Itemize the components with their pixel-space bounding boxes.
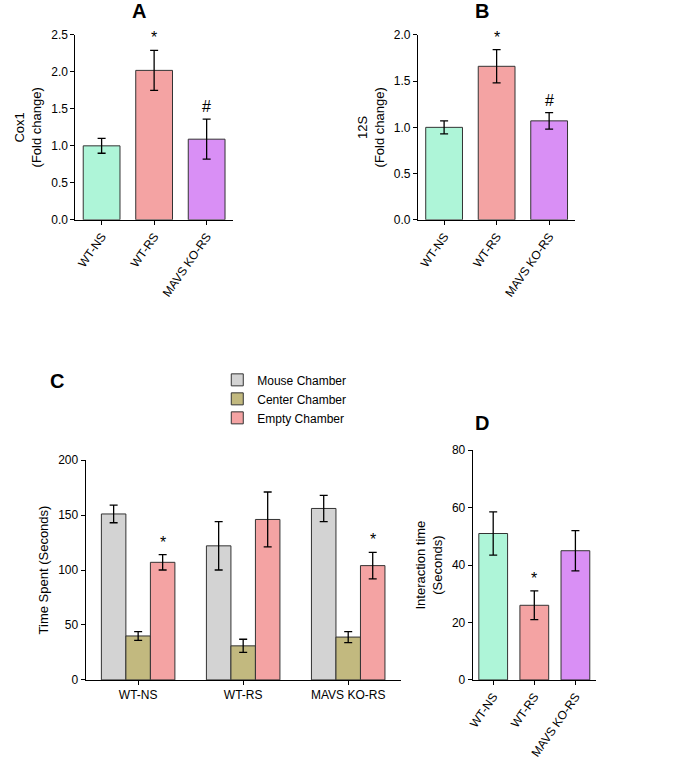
svg-text:*: * [160,534,166,551]
svg-text:1.5: 1.5 [394,74,411,88]
svg-text:*: * [494,29,500,46]
svg-text:60: 60 [452,501,466,515]
svg-text:Center Chamber: Center Chamber [257,393,346,407]
svg-text:100: 100 [58,563,78,577]
svg-text:*: * [531,570,537,587]
svg-text:0.0: 0.0 [51,213,68,227]
svg-text:Cox1(Fold change): Cox1(Fold change) [12,87,44,167]
svg-text:40: 40 [452,558,466,572]
svg-text:Time Spent (Seconds): Time Spent (Seconds) [36,506,51,635]
svg-text:Mouse Chamber: Mouse Chamber [257,374,346,388]
svg-text:WT-RS: WT-RS [508,690,542,730]
svg-text:200: 200 [58,453,78,467]
svg-text:1.5: 1.5 [51,102,68,116]
svg-text:MAVS KO-RS: MAVS KO-RS [502,230,556,299]
svg-text:*: * [370,531,376,548]
svg-text:0: 0 [459,673,466,687]
svg-text:WT-NS: WT-NS [119,688,158,702]
svg-text:D: D [475,412,489,434]
svg-text:Empty Chamber: Empty Chamber [257,412,344,426]
svg-text:80: 80 [452,443,466,457]
svg-text:20: 20 [452,616,466,630]
svg-text:#: # [545,92,554,109]
svg-text:C: C [50,370,64,392]
svg-text:WT-RS: WT-RS [224,688,263,702]
svg-text:MAVS KO-RS: MAVS KO-RS [529,690,583,758]
svg-text:2.0: 2.0 [51,65,68,79]
svg-text:1.0: 1.0 [51,139,68,153]
svg-text:MAVS KO-RS: MAVS KO-RS [160,230,214,299]
svg-text:WT-RS: WT-RS [128,230,162,270]
svg-text:1.0: 1.0 [394,121,411,135]
svg-text:B: B [475,0,489,22]
svg-text:2.0: 2.0 [394,28,411,42]
svg-text:0.0: 0.0 [394,213,411,227]
svg-text:WT-NS: WT-NS [467,690,501,730]
svg-text:WT-NS: WT-NS [418,230,452,270]
svg-text:MAVS KO-RS: MAVS KO-RS [311,688,385,702]
svg-text:12S(Fold change): 12S(Fold change) [355,87,387,167]
svg-text:A: A [132,0,146,22]
svg-text:*: * [151,29,157,46]
svg-text:150: 150 [58,508,78,522]
svg-text:WT-NS: WT-NS [75,230,109,270]
svg-text:0: 0 [72,673,79,687]
svg-text:#: # [202,98,211,115]
svg-text:Interaction time(Seconds): Interaction time(Seconds) [413,521,445,610]
svg-text:50: 50 [65,618,79,632]
svg-text:0.5: 0.5 [51,176,68,190]
svg-text:WT-RS: WT-RS [470,230,504,270]
svg-text:0.5: 0.5 [394,167,411,181]
svg-text:2.5: 2.5 [51,28,68,42]
